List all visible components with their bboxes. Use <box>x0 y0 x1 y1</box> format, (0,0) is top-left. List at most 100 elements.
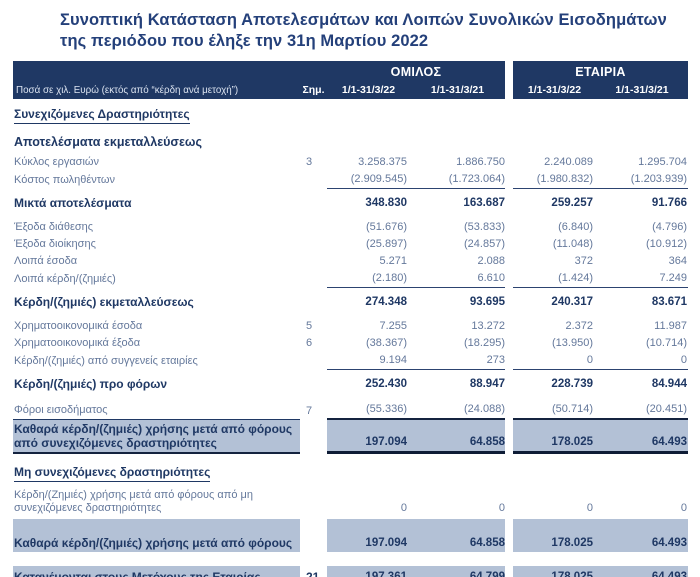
amounts-unit-note: Ποσά σε χιλ. Ευρώ (εκτός από “κέρδη ανά … <box>16 85 239 96</box>
cell-value-text: 364 <box>668 255 687 267</box>
row-label-text: Χρηματοοικονομικά έξοδα <box>14 337 141 349</box>
period-header-etairia-2021: 1/1-31/3/21 <box>615 84 669 96</box>
header-band-gap <box>505 61 513 99</box>
cell-value-text: 2.240.089 <box>544 156 593 168</box>
cell-value-text: (11.048) <box>552 238 593 250</box>
column-group-gap <box>505 420 513 454</box>
cell-value: (51.676) <box>327 219 410 236</box>
cell-value-text: (1.723.064) <box>448 173 505 185</box>
note-reference: 3 <box>300 154 327 171</box>
cell-value-text: (2.909.545) <box>350 173 407 185</box>
period-header-omilos-2022: 1/1-31/3/22 <box>341 84 396 96</box>
cell-value-text: 11.987 <box>654 320 687 332</box>
cell-value: 83.671 <box>596 291 688 311</box>
cell-value-text: (51.676) <box>366 221 407 233</box>
header-group-row-company: ΕΤΑΙΡΙΑ <box>513 61 688 79</box>
cell-value-text: 1.295.704 <box>638 156 687 168</box>
cell-value: (10.912) <box>596 236 688 253</box>
row-label-text: Κέρδη/(ζημιές) από συγγενείς εταιρίες <box>14 355 198 367</box>
table-row: Λοιπά έσοδα 5.271 2.088 372 364 <box>13 253 688 270</box>
cell-value-text: 7.255 <box>379 320 407 332</box>
table-row: Χρηματοοικονομικά έξοδα 6 (38.367) (18.295)… <box>13 335 688 352</box>
cell-value: (11.048) <box>513 236 596 253</box>
row-label: Λοιπά έσοδα <box>13 253 300 270</box>
note-reference: 21 <box>300 566 327 577</box>
row-label-text: Έξοδα διοίκησης <box>14 238 96 250</box>
cell-value-text: 9.194 <box>379 354 407 366</box>
cell-value-text: 64.858 <box>469 436 505 448</box>
cell-value-text: 197.094 <box>365 436 407 448</box>
column-group-gap <box>505 171 513 189</box>
cell-value: (10.714) <box>596 335 688 352</box>
cell-value-text: (10.714) <box>646 337 687 349</box>
note-reference <box>300 420 327 454</box>
cell-value-text: (6.840) <box>558 221 593 233</box>
cell-value: 0 <box>410 487 505 517</box>
cell-value-text: (4.796) <box>652 221 687 233</box>
cell-value-text: 2.372 <box>565 320 593 332</box>
row-label: Μικτά αποτελέσματα <box>13 192 300 212</box>
row-label-text: Κέρδη/(ζημιές) προ φόρων <box>14 377 168 391</box>
table-row: Κατανέμονται στους Μετόχους της Εταιρίας… <box>13 566 688 577</box>
cell-value-text: 0 <box>586 502 593 514</box>
cell-value: 64.858 <box>410 420 505 454</box>
column-group-gap <box>505 318 513 335</box>
cell-value: (25.897) <box>327 236 410 253</box>
row-label-text: Καθαρά κέρδη/(ζημιές) χρήσης μετά από φό… <box>14 536 293 550</box>
cell-value-text: 228.739 <box>551 378 593 390</box>
heading-label: Μη συνεχιζόμενες δραστηριότητες <box>14 465 211 482</box>
cell-value: (1.980.832) <box>513 171 596 189</box>
cell-value-text: 2.088 <box>477 255 505 267</box>
cell-value: (4.796) <box>596 219 688 236</box>
cell-value: 3.258.375 <box>327 154 410 171</box>
header-period-row-company: 1/1-31/3/22 1/1-31/3/21 <box>513 79 688 99</box>
cell-value-text: (2.180) <box>372 272 407 284</box>
row-label: Κέρδη/(ζημιές) εκμεταλλεύσεως <box>13 291 300 311</box>
column-group-gap <box>505 373 513 393</box>
row-label: Λοιπά κέρδη/(ζημιές) <box>13 270 300 288</box>
row-label: Χρηματοοικονομικά έσοδα <box>13 318 300 335</box>
column-group-gap <box>505 192 513 212</box>
cell-value-text: (10.912) <box>646 238 687 250</box>
row-label-text: Μικτά αποτελέσματα <box>14 196 132 210</box>
row-label: Κατανέμονται στους Μετόχους της Εταιρίας <box>13 566 300 577</box>
column-group-gap <box>505 219 513 236</box>
cell-value: 0 <box>513 487 596 517</box>
row-label-text: Φόροι εισοδήματος <box>14 404 108 416</box>
cell-value-text: (20.451) <box>646 403 687 415</box>
period-header-omilos-2021: 1/1-31/3/21 <box>430 84 485 96</box>
cell-value-text: 240.317 <box>551 296 593 308</box>
row-label-text: Λοιπά έσοδα <box>14 255 78 267</box>
cell-value: (1.203.939) <box>596 171 688 189</box>
statement-title-line2: της περιόδου που έληξε την 31η Μαρτίου 2… <box>60 32 429 50</box>
statement-title: Συνοπτική Κατάσταση Αποτελεσμάτων και Λο… <box>60 10 688 52</box>
cell-value-text: 0 <box>680 354 687 366</box>
cell-value: 197.094 <box>327 420 410 454</box>
cell-value: (1.723.064) <box>410 171 505 189</box>
cell-value: (1.424) <box>513 270 596 288</box>
cell-value: (24.088) <box>410 401 505 420</box>
note-reference <box>300 236 327 253</box>
cell-value-text: 13.272 <box>471 320 505 332</box>
row-label: Καθαρά κέρδη/(ζημιές) χρήσης μετά από φό… <box>13 420 300 454</box>
note-reference <box>300 171 327 189</box>
note-reference <box>300 219 327 236</box>
cell-value-text: 88.947 <box>469 378 505 390</box>
row-label-text: Κόστος πωληθέντων <box>14 174 116 186</box>
table-row: Κέρδη/(ζημιές) εκμεταλλεύσεως 274.348 93.6… <box>13 291 688 311</box>
row-label: Κόστος πωληθέντων <box>13 171 300 189</box>
table-row: Κύκλος εργασιών 3 3.258.375 1.886.750 2.240.… <box>13 154 688 171</box>
row-label-text: Κέρδη/(Ζημιές) χρήσης μετά από φόρους απ… <box>14 489 253 514</box>
cell-value: 197.094 <box>327 519 410 552</box>
column-group-gap <box>505 236 513 253</box>
table-row: Έξοδα διάθεσης (51.676) (53.833) (6.840) (4.… <box>13 219 688 236</box>
note-reference <box>300 291 327 311</box>
cell-value: 1.886.750 <box>410 154 505 171</box>
note-reference-text: 6 <box>306 337 313 349</box>
cell-value: 91.766 <box>596 192 688 212</box>
cell-value-text: 197.094 <box>365 537 407 549</box>
note-reference <box>300 352 327 370</box>
cell-value: (13.950) <box>513 335 596 352</box>
cell-value: 163.687 <box>410 192 505 212</box>
